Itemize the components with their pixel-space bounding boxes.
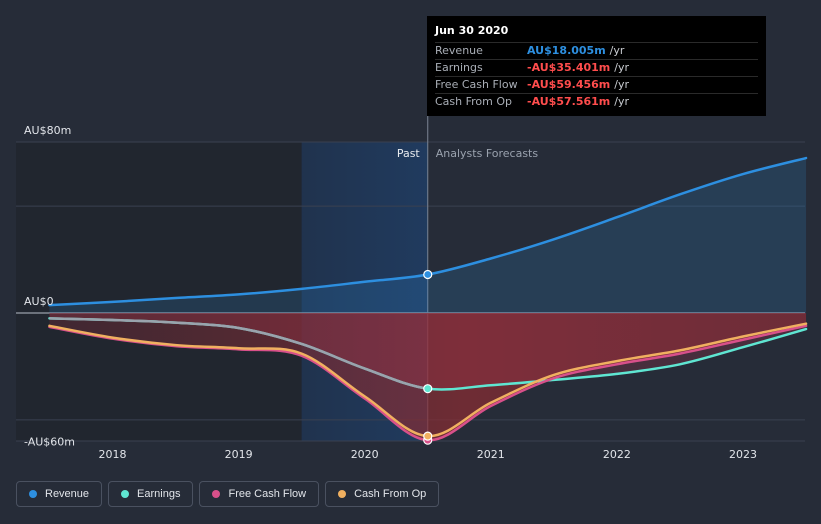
tooltip-label: Earnings	[435, 61, 483, 74]
tooltip-row-cash-from-op: Cash From Op -AU$57.561m /yr	[435, 93, 758, 110]
negative-cash-area	[49, 313, 807, 441]
tooltip-date: Jun 30 2020	[435, 24, 509, 37]
legend-dot-icon	[29, 490, 37, 498]
legend-dot-icon	[338, 490, 347, 498]
tooltip-row-earnings: Earnings -AU$35.401m /yr	[435, 59, 758, 76]
tooltip-row-free-cash-flow: Free Cash Flow -AU$59.456m /yr	[435, 76, 758, 93]
legend-dot-icon	[121, 490, 130, 498]
past-dark-band	[16, 142, 302, 441]
revenue-line	[48, 156, 808, 307]
legend-free-cash-flow[interactable]: Free Cash Flow	[199, 481, 320, 507]
tooltip-unit: /yr	[609, 44, 625, 57]
tooltip-unit: /yr	[614, 95, 629, 108]
tooltip-row-revenue: Revenue AU$18.005m /yr	[435, 42, 758, 59]
legend-revenue[interactable]: Revenue	[16, 481, 103, 507]
x-tick-label: 2023	[729, 448, 757, 461]
tooltip-label: Free Cash Flow	[435, 78, 518, 91]
data-tooltip: Jun 30 2020 Revenue AU$18.005m /yr Earni…	[427, 16, 766, 116]
chart-legend: Revenue Earnings Free Cash Flow Cash Fro…	[16, 481, 440, 507]
x-tick-label: 2022	[603, 448, 631, 461]
earnings-marker	[423, 384, 433, 394]
tooltip-label: Revenue	[435, 44, 483, 57]
revenue-area	[49, 158, 807, 313]
x-tick-label: 2018	[99, 448, 127, 461]
tooltip-value: -AU$57.561m	[527, 95, 611, 108]
past-label: Past	[397, 147, 421, 160]
x-tick-label: 2021	[477, 448, 505, 461]
y-tick-label: AU$80m	[24, 124, 71, 137]
revenue-marker	[423, 269, 433, 280]
legend-label: Free Cash Flow	[228, 488, 307, 500]
legend-earnings[interactable]: Earnings	[108, 481, 194, 507]
legend-cash-from-op[interactable]: Cash From Op	[325, 481, 440, 507]
tooltip-unit: /yr	[614, 61, 629, 74]
tooltip-value: -AU$59.456m	[527, 78, 611, 91]
legend-label: Revenue	[45, 488, 90, 500]
tooltip-value: -AU$35.401m	[527, 61, 611, 74]
tooltip-label: Cash From Op	[435, 95, 513, 108]
x-tick-label: 2019	[225, 448, 253, 461]
legend-label: Cash From Op	[354, 488, 427, 500]
earnings-area	[49, 313, 807, 390]
y-tick-label: -AU$60m	[24, 435, 75, 448]
y-tick-label: AU$0	[24, 295, 54, 308]
legend-label: Earnings	[137, 488, 181, 500]
legend-dot-icon	[212, 490, 221, 498]
tooltip-value: AU$18.005m	[527, 44, 606, 57]
cash-from-op-marker	[423, 431, 433, 441]
forecast-label: Analysts Forecasts	[436, 147, 539, 160]
x-tick-label: 2020	[351, 448, 379, 461]
tooltip-unit: /yr	[614, 78, 629, 91]
